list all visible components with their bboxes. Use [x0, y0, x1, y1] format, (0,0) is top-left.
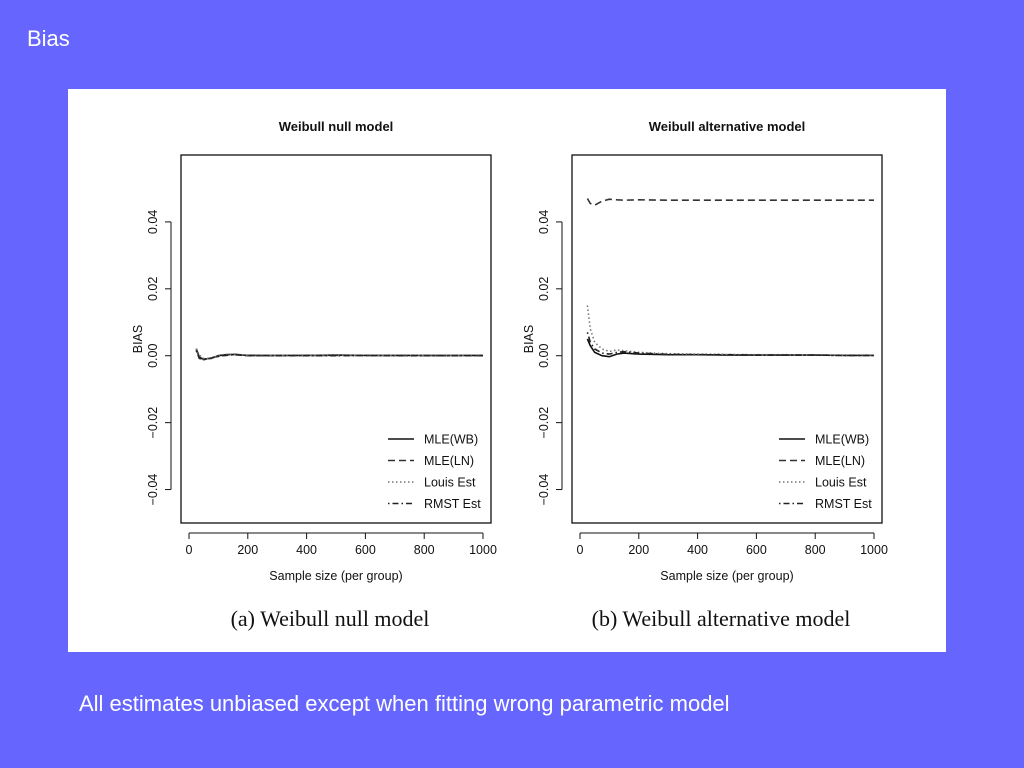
legend-label: Louis Est [815, 476, 867, 490]
legend-label: MLE(LN) [815, 454, 865, 468]
slide-title: Bias [27, 26, 70, 51]
y-tick-label: 0.04 [537, 210, 551, 234]
chart-2: Weibull alternative model 0 200 400 600 800 10… [522, 119, 888, 631]
series-line-louis-est [195, 348, 483, 360]
x-tick-label: 400 [296, 543, 317, 557]
y-tick-label: 0.04 [146, 210, 160, 234]
legend-label: RMST Est [815, 497, 872, 511]
subfigure-caption: (a) Weibull null model [231, 606, 430, 631]
y-tick-label: 0.00 [146, 344, 160, 368]
y-tick-label: 0.02 [537, 277, 551, 301]
x-tick-label: 600 [355, 543, 376, 557]
slide-caption: All estimates unbiased except when fitti… [79, 691, 730, 716]
x-axis-label: Sample size (per group) [269, 569, 402, 583]
x-tick-label: 0 [577, 543, 584, 557]
figure-svg: Weibull null model 0 200 400 600 800 1000 −0.04… [131, 119, 888, 631]
x-tick-label: 800 [414, 543, 435, 557]
x-tick-label: 600 [746, 543, 767, 557]
y-axis-label: BIAS [522, 325, 536, 354]
figure-panel: Weibull null model 0 200 400 600 800 1000 −0.04… [68, 89, 946, 652]
plot-frame [180, 154, 492, 524]
y-axis-label: BIAS [131, 325, 145, 354]
y-tick-label: −0.04 [537, 474, 551, 506]
x-tick-label: 1000 [469, 543, 497, 557]
subfigure-caption: (b) Weibull alternative model [592, 606, 851, 631]
x-tick-label: 400 [687, 543, 708, 557]
x-axis-label: Sample size (per group) [660, 569, 793, 583]
legend-label: MLE(WB) [424, 433, 478, 447]
legend-label: MLE(LN) [424, 454, 474, 468]
chart-title: Weibull alternative model [649, 119, 806, 134]
x-tick-label: 1000 [860, 543, 888, 557]
y-tick-label: 0.00 [537, 344, 551, 368]
chart-title: Weibull null model [279, 119, 394, 134]
legend-label: MLE(WB) [815, 433, 869, 447]
series-line-louis-est [586, 305, 874, 356]
legend-label: RMST Est [424, 497, 481, 511]
series-line-mle-ln- [586, 198, 874, 207]
series-line-rmst-est [195, 350, 483, 361]
plot-frame [571, 154, 883, 524]
chart-1: Weibull null model 0 200 400 600 800 1000 −0.04… [131, 119, 497, 631]
x-tick-label: 200 [628, 543, 649, 557]
y-tick-label: −0.04 [146, 474, 160, 506]
y-tick-label: 0.02 [146, 277, 160, 301]
y-tick-label: −0.02 [537, 407, 551, 439]
y-tick-label: −0.02 [146, 407, 160, 439]
x-tick-label: 0 [186, 543, 193, 557]
legend-label: Louis Est [424, 476, 476, 490]
x-tick-label: 200 [237, 543, 258, 557]
series-line-rmst-est [586, 332, 874, 357]
x-tick-label: 800 [805, 543, 826, 557]
